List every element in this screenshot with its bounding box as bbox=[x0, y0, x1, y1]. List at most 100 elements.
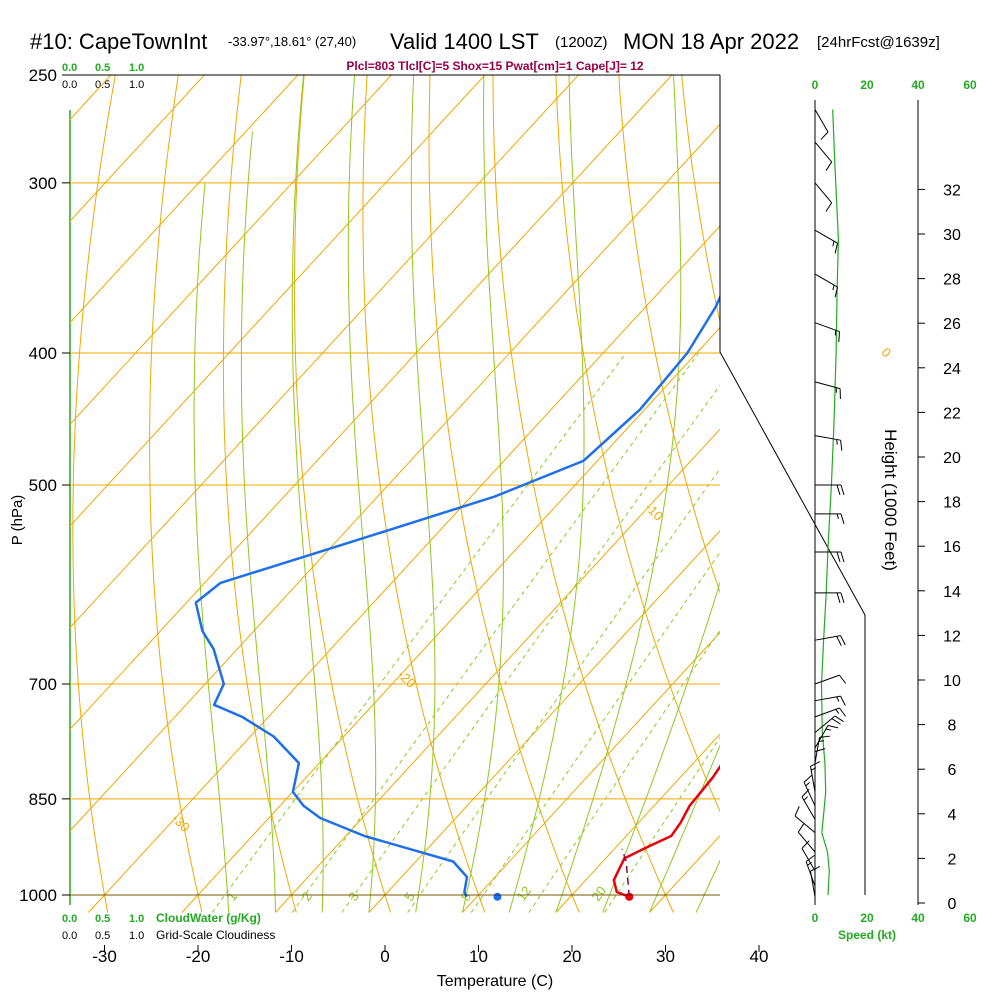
sounding-profiles bbox=[194, 294, 720, 901]
wind-barb bbox=[815, 484, 845, 496]
wind-barb-staff bbox=[801, 796, 816, 820]
wind-barb-half bbox=[805, 782, 810, 787]
wind-barb-flag bbox=[834, 286, 839, 298]
moist-adiabat-line bbox=[602, 580, 720, 913]
isotherm-line bbox=[181, 326, 720, 913]
dry-adiabat-line bbox=[555, 75, 720, 813]
height-tick-label: 10 bbox=[943, 673, 961, 690]
plot-boundary bbox=[719, 75, 866, 895]
height-tick-label: 22 bbox=[943, 405, 961, 422]
x-tick-label: 10 bbox=[469, 947, 488, 966]
wind-barb-staff bbox=[814, 695, 841, 702]
cloudiness-tick-bottom-0: 0.0 bbox=[62, 930, 77, 942]
wind-barb-flag bbox=[840, 592, 845, 603]
wind-barb-flag bbox=[805, 854, 815, 863]
wind-barb-staff bbox=[809, 766, 816, 792]
isotherm-label: 0 bbox=[879, 345, 895, 361]
wind-barb-half bbox=[818, 740, 825, 742]
cloudiness-tick-bottom-2: 1.0 bbox=[129, 930, 144, 942]
wind-barb-half bbox=[803, 796, 808, 801]
wind-barb-flag bbox=[827, 725, 839, 729]
forecast-info: [24hrFcst@1639z] bbox=[817, 34, 940, 51]
wind-barb-flag bbox=[840, 695, 846, 706]
wind-barb bbox=[801, 788, 816, 820]
isotherm-line bbox=[555, 733, 720, 913]
pressure-tick-label: 850 bbox=[29, 790, 57, 809]
height-tick-label: 26 bbox=[943, 316, 961, 333]
wind-barb bbox=[814, 715, 844, 734]
wind-barb bbox=[814, 322, 840, 343]
moist-adiabat-line bbox=[743, 75, 1000, 913]
height-axis-title: Height (1000 Feet) bbox=[881, 429, 900, 571]
isotherm-line bbox=[70, 75, 205, 222]
isotherm-line bbox=[275, 428, 720, 913]
moist-adiabat-line bbox=[461, 75, 504, 913]
wind-barb-flag bbox=[840, 440, 843, 451]
wind-barb-flag bbox=[825, 202, 833, 212]
isobars bbox=[70, 74, 720, 896]
wind-barb bbox=[797, 823, 816, 853]
wind-barb-staff bbox=[814, 435, 841, 441]
wind-barb-half bbox=[836, 439, 838, 445]
wind-barb-flag bbox=[838, 331, 840, 343]
mixing-ratio-line bbox=[604, 736, 720, 913]
x-tick-label: 40 bbox=[750, 947, 769, 966]
height-tick-label: 32 bbox=[943, 182, 961, 199]
pressure-tick-label: 400 bbox=[29, 344, 57, 363]
dry-adiabat-line bbox=[681, 75, 720, 325]
speed-tick-bottom-2: 40 bbox=[911, 911, 925, 925]
mixing-ratio-line bbox=[211, 352, 627, 913]
dry-adiabat-line bbox=[222, 75, 297, 913]
height-tick-label: 20 bbox=[943, 450, 961, 467]
isotherm-line bbox=[70, 123, 720, 832]
wind-barb-flag bbox=[810, 866, 821, 872]
wind-barb-flag bbox=[834, 243, 839, 254]
wind-barb-half bbox=[836, 513, 839, 520]
height-tick-label: 2 bbox=[948, 851, 957, 868]
moist-adiabat-line bbox=[648, 744, 720, 913]
cloudwater-tick-bottom-1: 0.5 bbox=[95, 913, 110, 925]
x-tick-label: -30 bbox=[92, 947, 117, 966]
dry-adiabat-line bbox=[618, 75, 720, 594]
wind-barb-staff bbox=[814, 725, 829, 749]
cloudwater-tick-top-1: 0.5 bbox=[95, 62, 110, 74]
wind-barb-flag bbox=[836, 551, 841, 563]
mixing-ratio-label: 5 bbox=[401, 889, 417, 904]
wind-barb bbox=[814, 229, 839, 254]
speed-tick-bottom-3: 60 bbox=[963, 911, 977, 925]
wind-barb-staff bbox=[814, 635, 841, 641]
isotherm-line bbox=[368, 530, 720, 913]
wind-barb-flag bbox=[836, 484, 841, 496]
isotherm-line bbox=[0, 75, 17, 913]
mixing-ratio-line bbox=[470, 551, 720, 913]
pressure-tick-label: 250 bbox=[29, 66, 57, 85]
wind-barb bbox=[815, 592, 845, 603]
chart-title: #10: CapeTownInt bbox=[30, 29, 207, 54]
wind-barb-half bbox=[832, 241, 835, 247]
mixing-ratio-label: 12 bbox=[514, 883, 535, 903]
wind-barb-flag bbox=[840, 484, 845, 496]
wind-barb bbox=[815, 513, 845, 525]
zulu-time: (1200Z) bbox=[555, 34, 608, 51]
wind-barb-staff bbox=[814, 273, 838, 288]
mixing-ratio-label: 1 bbox=[224, 889, 240, 904]
mixing-ratio-line bbox=[291, 352, 700, 913]
cloudiness-tick-top-2: 1.0 bbox=[129, 79, 144, 91]
height-tick-label: 0 bbox=[948, 896, 957, 913]
wind-barb bbox=[814, 725, 839, 749]
wind-speed-profile bbox=[820, 109, 840, 896]
dry-adiabat-line bbox=[745, 75, 1000, 913]
x-tick-label: 30 bbox=[656, 947, 675, 966]
height-tick-label: 6 bbox=[948, 762, 957, 779]
height-tick-label: 30 bbox=[943, 227, 961, 244]
dry-adiabat-line bbox=[72, 75, 116, 913]
isotherm-line bbox=[70, 75, 392, 426]
mixing-ratio-label: 3 bbox=[345, 889, 361, 904]
wind-panel bbox=[794, 100, 847, 905]
pressure-tick-label: 300 bbox=[29, 174, 57, 193]
wind-barb-half bbox=[807, 861, 812, 866]
wind-barb bbox=[814, 141, 833, 171]
wind-barb-flag bbox=[840, 551, 845, 563]
height-tick-label: 12 bbox=[943, 628, 961, 645]
